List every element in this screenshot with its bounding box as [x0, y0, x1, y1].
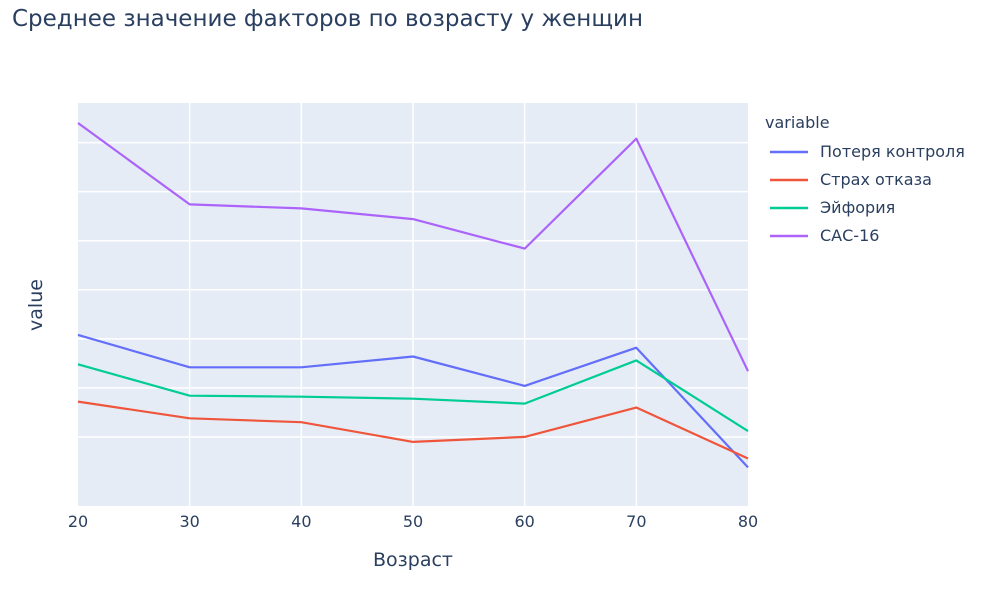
legend-item[interactable]: САС-16 [770, 226, 879, 245]
legend-item[interactable]: Страх отказа [770, 170, 932, 189]
x-tick-label: 50 [403, 512, 423, 531]
legend-item[interactable]: Потеря контроля [770, 142, 965, 161]
grid-lines [78, 103, 748, 506]
series-line [77, 122, 749, 372]
x-tick-label: 20 [68, 512, 88, 531]
x-tick-label: 80 [738, 512, 758, 531]
legend-label: Эйфория [820, 198, 895, 217]
series-lines [77, 122, 749, 469]
legend-items: Потеря контроля Страх отказа Эйфория САС-16 [770, 142, 965, 245]
x-tick-label: 40 [291, 512, 311, 531]
legend-label: Потеря контроля [820, 142, 965, 161]
series-line [77, 359, 749, 433]
series-line [77, 400, 749, 460]
x-tick-label: 70 [626, 512, 646, 531]
y-axis-title: value [25, 279, 47, 331]
legend-item[interactable]: Эйфория [770, 198, 895, 217]
legend: variable Потеря контроля Страх отказа Эйфо… [765, 113, 965, 245]
series-line [77, 333, 749, 469]
chart-title: Среднее значение факторов по возрасту у … [12, 6, 643, 32]
x-tick-label: 30 [179, 512, 199, 531]
legend-label: Страх отказа [820, 170, 932, 189]
x-axis-title: Возраст [373, 549, 453, 571]
legend-title: variable [765, 113, 830, 132]
legend-label: САС-16 [820, 226, 879, 245]
x-tick-label: 60 [514, 512, 534, 531]
x-tick-labels: 20 30 40 50 60 70 80 [68, 512, 758, 531]
